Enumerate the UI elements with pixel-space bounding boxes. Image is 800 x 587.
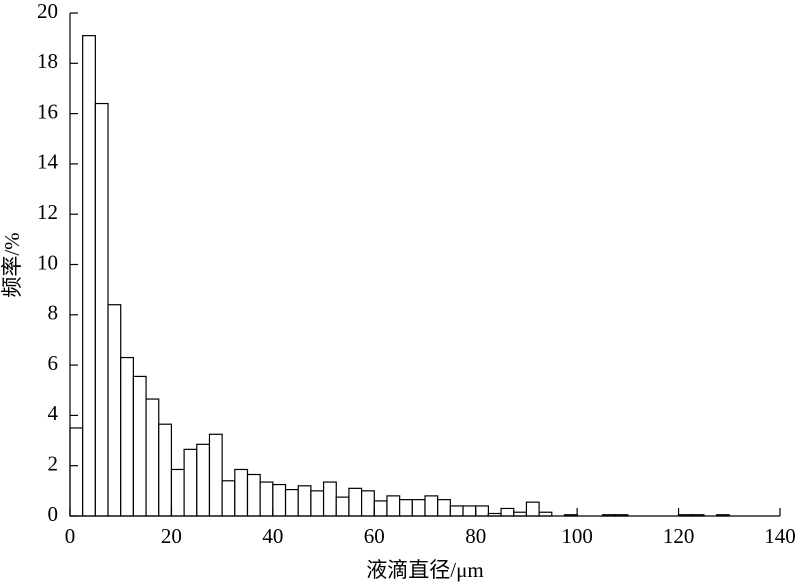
x-tick-label: 80: [465, 524, 486, 548]
y-tick-label: 2: [48, 452, 59, 476]
bar: [82, 35, 96, 517]
bar: [475, 505, 489, 517]
bar: [69, 427, 84, 517]
bar: [348, 487, 363, 517]
bar: [246, 473, 261, 517]
bar: [234, 468, 249, 517]
y-tick-label: 20: [37, 0, 58, 23]
bar: [107, 304, 122, 517]
bar: [310, 490, 325, 517]
x-tick-label: 0: [65, 524, 76, 548]
x-tick-label: 100: [561, 524, 593, 548]
bar: [284, 488, 299, 517]
y-axis-label: 频率/%: [0, 232, 24, 297]
bar: [272, 483, 287, 517]
x-tick-label: 40: [262, 524, 283, 548]
x-tick-label: 60: [364, 524, 385, 548]
bar: [221, 480, 236, 517]
bar: [462, 505, 477, 517]
bar: [373, 500, 388, 517]
bar: [170, 468, 185, 517]
bar: [361, 490, 375, 517]
bar: [145, 398, 160, 517]
bar: [120, 356, 134, 517]
y-tick-label: 6: [48, 351, 59, 375]
y-tick-label: 0: [48, 502, 59, 526]
y-tick-label: 8: [48, 301, 59, 325]
bar: [437, 499, 451, 517]
y-tick-label: 18: [37, 49, 58, 73]
bar: [94, 102, 109, 517]
y-tick-label: 14: [37, 150, 59, 174]
bar: [386, 495, 401, 517]
bar: [196, 443, 211, 517]
bar: [411, 499, 426, 517]
bar: [183, 448, 198, 517]
x-tick-label: 120: [663, 524, 695, 548]
bar: [335, 496, 350, 517]
y-tick-label: 16: [37, 99, 58, 123]
x-tick-label: 140: [764, 524, 796, 548]
y-tick-label: 4: [48, 401, 59, 425]
x-axis-label: 液滴直径/μm: [366, 558, 483, 582]
bar: [132, 375, 147, 517]
bar: [424, 495, 439, 517]
bar: [322, 481, 337, 517]
y-tick-label: 12: [37, 200, 58, 224]
y-tick-label: 10: [37, 250, 58, 274]
x-tick-label: 20: [161, 524, 182, 548]
bar: [208, 433, 223, 517]
bar: [500, 507, 515, 517]
bar: [525, 501, 540, 517]
bar: [449, 505, 464, 517]
bar: [297, 485, 312, 517]
bar: [158, 423, 173, 517]
bar: [399, 499, 413, 517]
bar: [259, 481, 274, 517]
